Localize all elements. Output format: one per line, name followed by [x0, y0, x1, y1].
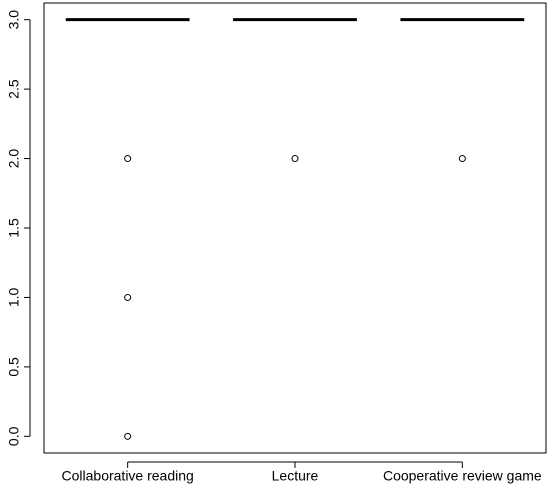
x-tick-label: Cooperative review game	[383, 468, 542, 484]
y-tick-label: 3.0	[6, 10, 22, 30]
outlier	[291, 155, 299, 163]
y-tick-label: 2.5	[6, 79, 22, 99]
y-tick-label: 0.0	[6, 426, 22, 446]
outlier	[124, 432, 132, 440]
y-tick-label: 1.5	[6, 218, 22, 238]
outlier	[124, 155, 132, 163]
y-tick-label: 0.5	[6, 357, 22, 377]
x-tick-label: Collaborative reading	[62, 468, 194, 484]
y-tick-label: 2.0	[6, 149, 22, 169]
plot-frame	[43, 2, 547, 454]
x-tick-label: Lecture	[272, 468, 319, 484]
y-tick-label: 1.0	[6, 288, 22, 308]
outlier	[124, 293, 132, 301]
outlier	[458, 155, 466, 163]
